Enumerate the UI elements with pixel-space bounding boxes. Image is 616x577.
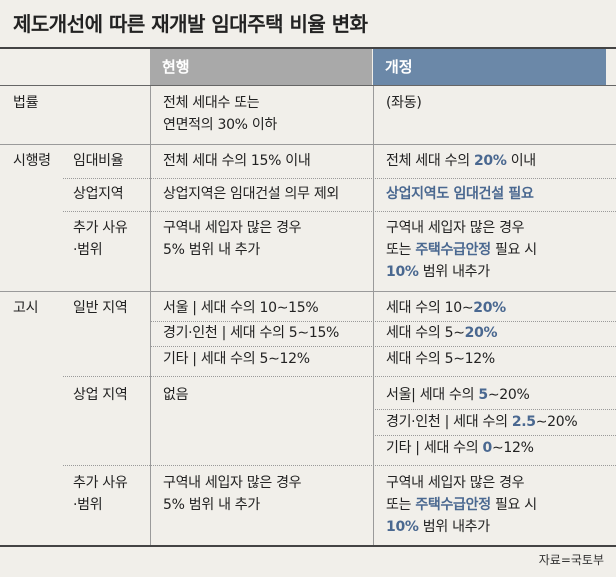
notice-extra-label-1: 추가 사유 (73, 475, 128, 491)
notice-extra-label-2: ·범위 (73, 497, 103, 513)
cat-law: 법률 (13, 95, 39, 111)
decree-commercial-rule (63, 211, 616, 212)
header-revised: 개정 (373, 49, 606, 85)
source-note: 자료=국토부 (538, 553, 604, 567)
law-current-line1: 전체 세대수 또는 (163, 95, 260, 111)
bottom-rule (0, 545, 616, 547)
cat-notice: 고시 (13, 300, 39, 316)
table-header: 현행 개정 (0, 49, 616, 85)
decree-ratio-revised: 전체 세대 수의 20% 이내 (386, 153, 536, 169)
decree-extra-label-1: 추가 사유 (73, 220, 128, 236)
notice-general-current-1: 서울 | 세대 수의 10∼15% (163, 300, 319, 316)
notice-extra-current-2: 5% 범위 내 추가 (163, 497, 260, 513)
decree-extra-label-2: ·범위 (73, 242, 103, 258)
cat-decree: 시행령 (13, 153, 51, 169)
notice-general-rule-a (150, 321, 616, 322)
decree-extra-revised-3: 10% 범위 내추가 (386, 264, 490, 280)
decree-extra-revised-1: 구역내 세입자 많은 경우 (386, 220, 525, 236)
decree-ratio-label: 임대비율 (73, 153, 124, 169)
notice-commercial-label: 상업 지역 (73, 387, 128, 403)
notice-general-current-3: 기타 | 세대 수의 5∼12% (163, 351, 310, 367)
notice-general-label: 일반 지역 (73, 300, 128, 316)
decree-extra-revised-2: 또는 주택수급안정 필요 시 (386, 242, 537, 258)
decree-commercial-revised: 상업지역도 임대건설 필요 (386, 186, 534, 202)
page-title: 제도개선에 따른 재개발 임대주택 비율 변화 (13, 12, 368, 36)
decree-ratio-current: 전체 세대 수의 15% 이내 (163, 153, 311, 169)
notice-general-revised-1: 세대 수의 10∼20% (386, 300, 506, 316)
law-revised: (좌동) (386, 95, 422, 111)
notice-commercial-rule-b (373, 435, 616, 436)
decree-rule (0, 291, 616, 292)
notice-extra-current-1: 구역내 세입자 많은 경우 (163, 475, 302, 491)
notice-extra-revised-3: 10% 범위 내추가 (386, 519, 490, 535)
notice-commercial-rule (63, 465, 616, 466)
decree-commercial-current: 상업지역은 임대건설 의무 제외 (163, 186, 339, 202)
col-divider-revised (373, 85, 374, 545)
notice-general-revised-2: 세대 수의 5∼20% (386, 325, 498, 341)
notice-extra-revised-1: 구역내 세입자 많은 경우 (386, 475, 525, 491)
notice-general-revised-3: 세대 수의 5∼12% (386, 351, 495, 367)
notice-commercial-current: 없음 (163, 387, 189, 403)
notice-general-current-2: 경기·인천 | 세대 수의 5∼15% (163, 325, 340, 341)
law-rule (0, 144, 616, 145)
notice-commercial-revised-3: 기타 | 세대 수의 0∼12% (386, 440, 534, 456)
notice-general-rule (63, 376, 616, 377)
law-current-line2: 연면적의 30% 이하 (163, 117, 277, 133)
notice-general-rule-b (150, 346, 616, 347)
header-current: 현행 (150, 49, 372, 85)
decree-commercial-label: 상업지역 (73, 186, 124, 202)
notice-extra-revised-2: 또는 주택수급안정 필요 시 (386, 497, 537, 513)
header-rule (0, 85, 616, 86)
col-divider-current (150, 85, 151, 545)
decree-extra-current-1: 구역내 세입자 많은 경우 (163, 220, 302, 236)
decree-extra-current-2: 5% 범위 내 추가 (163, 242, 260, 258)
notice-commercial-rule-a (373, 409, 616, 410)
top-rule (0, 47, 616, 49)
decree-ratio-rule (63, 178, 616, 179)
notice-commercial-revised-1: 서울| 세대 수의 5∼20% (386, 387, 530, 403)
notice-commercial-revised-2: 경기·인천 | 세대 수의 2.5∼20% (386, 414, 578, 430)
